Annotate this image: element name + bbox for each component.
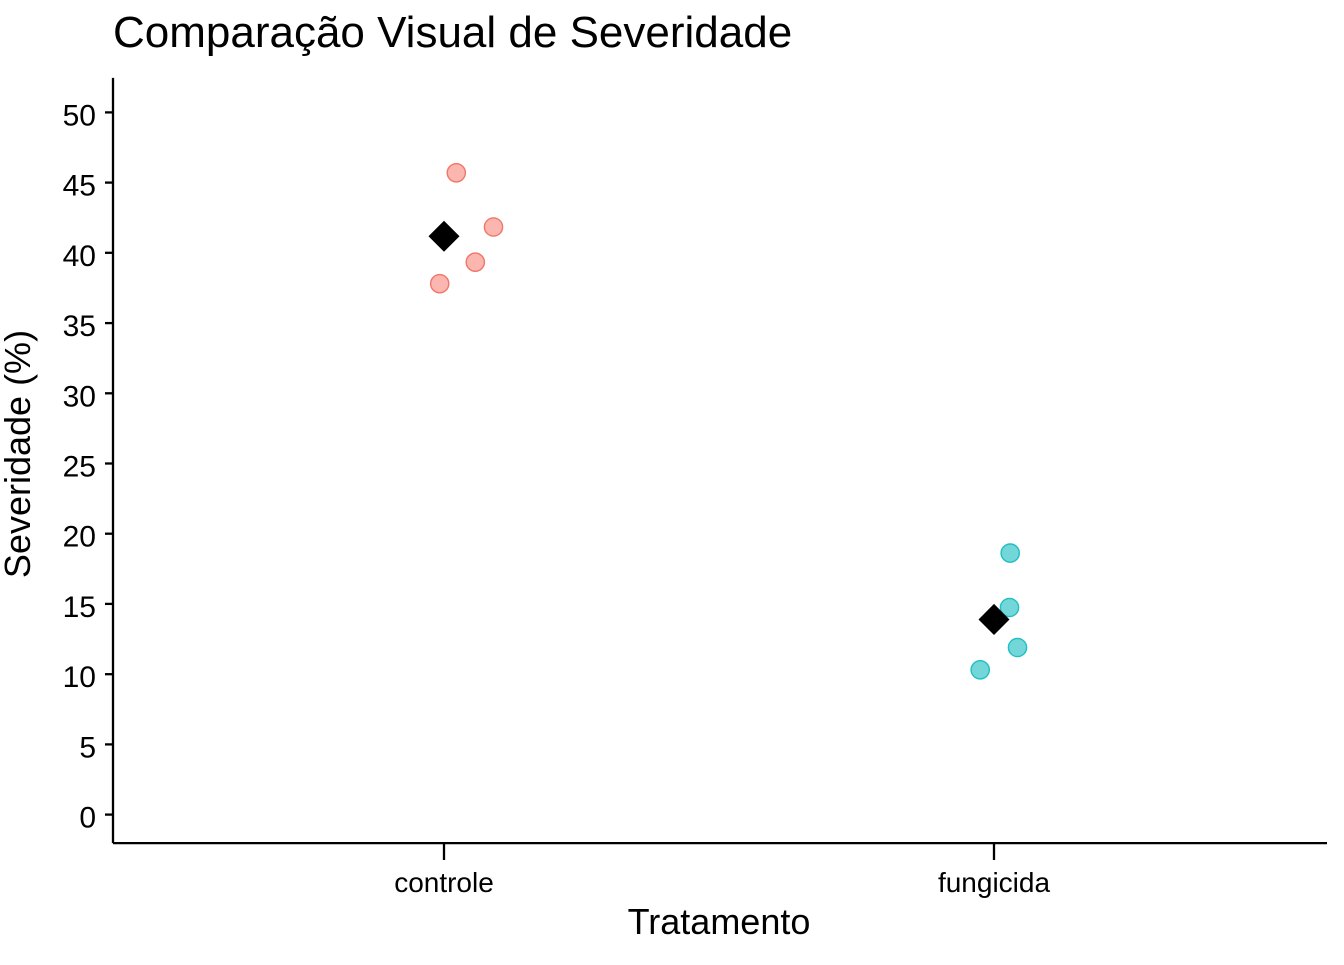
svg-text:50: 50 [63,99,96,132]
svg-text:45: 45 [63,170,96,203]
svg-text:Tratamento: Tratamento [628,901,811,942]
svg-text:Comparação Visual de Severidad: Comparação Visual de Severidade [113,8,792,57]
svg-text:25: 25 [63,451,96,484]
svg-text:10: 10 [63,661,96,694]
svg-text:20: 20 [63,521,96,554]
svg-text:35: 35 [63,310,96,343]
svg-text:30: 30 [63,380,96,413]
svg-text:Severidade (%): Severidade (%) [0,330,38,578]
svg-text:40: 40 [63,240,96,273]
svg-text:5: 5 [79,731,96,764]
svg-text:15: 15 [63,591,96,624]
svg-text:controle: controle [394,867,494,898]
svg-text:fungicida: fungicida [938,867,1051,898]
svg-text:0: 0 [79,802,96,835]
